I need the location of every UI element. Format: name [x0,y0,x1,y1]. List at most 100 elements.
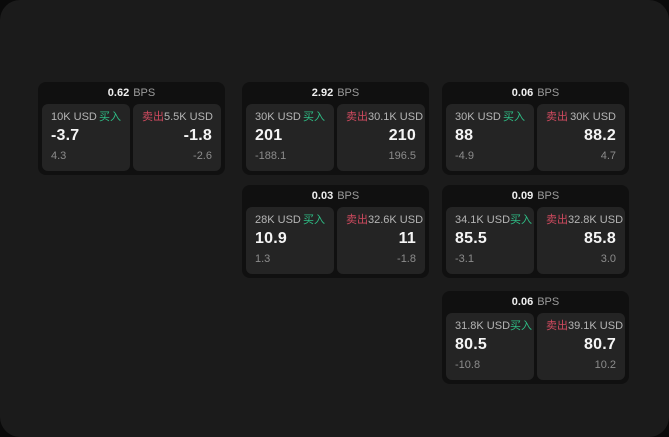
card-body: 30K USD 买入 201 -188.1 卖出 30.1K USD 210 1… [242,103,429,175]
card-header: 0.09 BPS [442,185,629,206]
card-header: 2.92 BPS [242,82,429,103]
buy-button[interactable]: 买入 [303,214,325,226]
card-body: 28K USD 买入 10.9 1.3 卖出 32.6K USD 11 -1.8 [242,206,429,278]
buy-panel-header: 10K USD 买入 [51,111,121,124]
sell-delta: -1.8 [397,253,416,265]
buy-price: -3.7 [51,127,80,144]
buy-quote-panel[interactable]: 34.1K USD 买入 85.5 -3.1 [446,207,534,274]
buy-panel-header: 34.1K USD 买入 [455,214,532,227]
sell-delta: 3.0 [600,253,616,265]
sell-panel-header: 卖出 32.6K USD [346,214,423,227]
quote-card: 0.62 BPS 10K USD 买入 -3.7 4.3 卖出 5.5K USD… [38,82,225,175]
bps-value: 0.03 [311,190,334,202]
bps-unit-label: BPS [537,296,560,308]
sell-price: 85.8 [584,230,616,247]
buy-delta: -10.8 [455,359,481,371]
buy-button[interactable]: 买入 [510,214,533,226]
bps-value: 0.09 [511,190,534,202]
card-body: 30K USD 买入 88 -4.9 卖出 30K USD 88.2 4.7 [442,103,629,175]
sell-quote-panel[interactable]: 卖出 5.5K USD -1.8 -2.6 [133,104,221,171]
bps-value: 0.06 [511,296,534,308]
buy-quote-panel[interactable]: 28K USD 买入 10.9 1.3 [246,207,334,274]
card-header: 0.06 BPS [442,82,629,103]
bps-unit-label: BPS [337,87,360,99]
buy-price: 88 [455,127,474,144]
quote-card: 2.92 BPS 30K USD 买入 201 -188.1 卖出 30.1K … [242,82,429,175]
sell-button[interactable]: 卖出 [346,214,368,226]
buy-amount: 31.8K USD [455,320,511,332]
sell-panel-header: 卖出 5.5K USD [142,111,213,124]
sell-price: 11 [398,230,416,247]
sell-amount: 5.5K USD [164,111,213,123]
buy-delta: 1.3 [255,253,271,265]
sell-button[interactable]: 卖出 [546,111,568,123]
sell-delta: 4.7 [600,150,616,162]
sell-delta: -2.6 [193,150,212,162]
sell-amount: 30K USD [570,111,616,123]
sell-panel-header: 卖出 39.1K USD [546,320,623,333]
sell-panel-header: 卖出 32.8K USD [546,214,623,227]
buy-panel-header: 30K USD 买入 [455,111,525,124]
buy-delta: -3.1 [455,253,474,265]
bps-unit-label: BPS [537,87,560,99]
sell-price: 210 [388,127,416,144]
sell-quote-panel[interactable]: 卖出 30K USD 88.2 4.7 [537,104,625,171]
sell-panel-header: 卖出 30K USD [546,111,616,124]
sell-amount: 32.6K USD [368,214,424,226]
sell-button[interactable]: 卖出 [546,214,568,226]
buy-price: 201 [255,127,283,144]
sell-amount: 30.1K USD [368,111,424,123]
buy-amount: 34.1K USD [455,214,511,226]
buy-panel-header: 28K USD 买入 [255,214,325,227]
sell-quote-panel[interactable]: 卖出 39.1K USD 80.7 10.2 [537,313,625,380]
quote-card: 0.06 BPS 30K USD 买入 88 -4.9 卖出 30K USD 8… [442,82,629,175]
bps-value: 2.92 [311,87,334,99]
card-header: 0.03 BPS [242,185,429,206]
sell-price: -1.8 [183,127,212,144]
buy-quote-panel[interactable]: 30K USD 买入 88 -4.9 [446,104,534,171]
bps-unit-label: BPS [337,190,360,202]
buy-delta: -4.9 [455,150,474,162]
bps-value: 0.06 [511,87,534,99]
buy-amount: 10K USD [51,111,97,123]
card-body: 10K USD 买入 -3.7 4.3 卖出 5.5K USD -1.8 -2.… [38,103,225,175]
sell-price: 80.7 [584,336,616,353]
bps-unit-label: BPS [537,190,560,202]
buy-panel-header: 31.8K USD 买入 [455,320,532,333]
quote-card: 0.09 BPS 34.1K USD 买入 85.5 -3.1 卖出 32.8K… [442,185,629,278]
sell-quote-panel[interactable]: 卖出 30.1K USD 210 196.5 [337,104,425,171]
sell-button[interactable]: 卖出 [546,320,568,332]
sell-quote-panel[interactable]: 卖出 32.6K USD 11 -1.8 [337,207,425,274]
sell-delta: 196.5 [388,150,416,162]
buy-price: 10.9 [255,230,287,247]
bps-unit-label: BPS [133,87,156,99]
sell-quote-panel[interactable]: 卖出 32.8K USD 85.8 3.0 [537,207,625,274]
sell-price: 88.2 [584,127,616,144]
sell-delta: 10.2 [594,359,616,371]
sell-button[interactable]: 卖出 [142,111,164,123]
buy-quote-panel[interactable]: 31.8K USD 买入 80.5 -10.8 [446,313,534,380]
buy-button[interactable]: 买入 [503,111,525,123]
card-header: 0.62 BPS [38,82,225,103]
quote-card: 0.06 BPS 31.8K USD 买入 80.5 -10.8 卖出 39.1… [442,291,629,384]
card-body: 34.1K USD 买入 85.5 -3.1 卖出 32.8K USD 85.8… [442,206,629,278]
buy-amount: 30K USD [255,111,301,123]
sell-amount: 39.1K USD [568,320,624,332]
buy-panel-header: 30K USD 买入 [255,111,325,124]
sell-panel-header: 卖出 30.1K USD [346,111,423,124]
buy-delta: -188.1 [255,150,287,162]
buy-button[interactable]: 买入 [510,320,533,332]
buy-quote-panel[interactable]: 30K USD 买入 201 -188.1 [246,104,334,171]
sell-button[interactable]: 卖出 [346,111,368,123]
bps-value: 0.62 [107,87,130,99]
quote-card: 0.03 BPS 28K USD 买入 10.9 1.3 卖出 32.6K US… [242,185,429,278]
buy-quote-panel[interactable]: 10K USD 买入 -3.7 4.3 [42,104,130,171]
card-body: 31.8K USD 买入 80.5 -10.8 卖出 39.1K USD 80.… [442,312,629,384]
buy-price: 85.5 [455,230,487,247]
buy-button[interactable]: 买入 [303,111,325,123]
buy-amount: 30K USD [455,111,501,123]
buy-delta: 4.3 [51,150,67,162]
buy-amount: 28K USD [255,214,301,226]
buy-button[interactable]: 买入 [99,111,121,123]
